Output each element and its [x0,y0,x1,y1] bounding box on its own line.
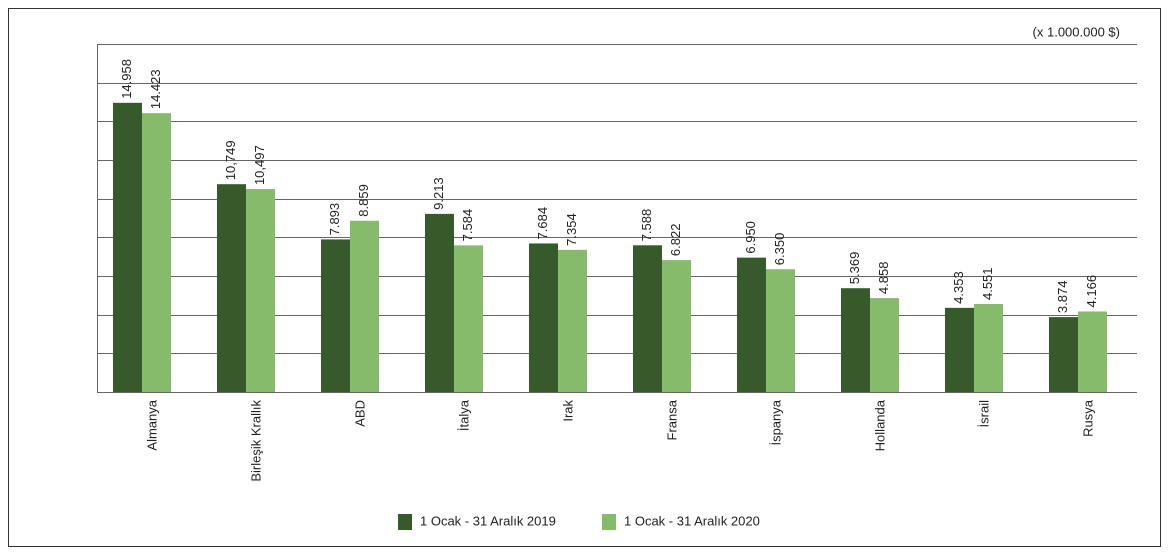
x-tick-label: ABD [352,400,367,427]
bar [321,239,350,392]
bar [841,288,870,392]
value-label: 5.369 [847,252,862,285]
value-label: 7.893 [327,203,342,236]
bar [1049,317,1078,392]
x-tick-label: Fransa [664,399,679,440]
bar [350,220,379,392]
x-tick-label: İspanya [768,399,783,445]
value-label: 14.423 [148,69,163,109]
bar [662,260,691,392]
bar [945,307,974,392]
bar [142,113,171,392]
x-tick-label: Hollanda [872,399,887,451]
bar [529,243,558,392]
value-label: 9.213 [431,177,446,210]
frame [8,8,1161,547]
bar [113,102,142,392]
x-tick-label: Almanya [144,399,159,450]
x-tick-label: Rusya [1080,399,1095,437]
value-label: 7.588 [639,209,654,242]
legend-swatch [602,514,616,530]
x-tick-label: Irak [560,400,575,422]
bar [454,245,483,392]
bar [633,245,662,392]
bar [766,269,795,392]
legend-label: 1 Ocak - 31 Aralık 2019 [420,513,556,528]
bar [558,249,587,392]
value-label: 10,749 [223,140,238,180]
value-label: 3.874 [1055,281,1070,314]
bar [246,189,275,392]
value-label: 4.551 [980,267,995,300]
bar [217,184,246,392]
value-label: 4.858 [876,262,891,295]
value-label: 7.584 [460,209,475,242]
value-label: 6.350 [772,233,787,266]
bar [737,257,766,392]
bar [870,298,899,392]
value-label: 6.822 [668,224,683,257]
value-label: 4.166 [1084,275,1099,308]
value-label: 7.354 [564,213,579,246]
value-label: 8.859 [356,184,371,217]
bar [974,304,1003,392]
bar [1078,311,1107,392]
x-tick-label: Birleşik Krallık [248,400,263,482]
legend-swatch [398,514,412,530]
unit-note: (x 1.000.000 $) [1033,24,1120,39]
value-label: 7.684 [535,207,550,240]
value-label: 4.353 [951,271,966,304]
x-tick-label: İtalya [456,399,471,431]
value-label: 14.958 [119,59,134,99]
value-label: 10,497 [252,145,267,185]
bar [425,213,454,392]
value-label: 6.950 [743,221,758,254]
x-tick-label: İsrail [976,400,991,428]
legend-label: 1 Ocak - 31 Aralık 2020 [624,513,760,528]
